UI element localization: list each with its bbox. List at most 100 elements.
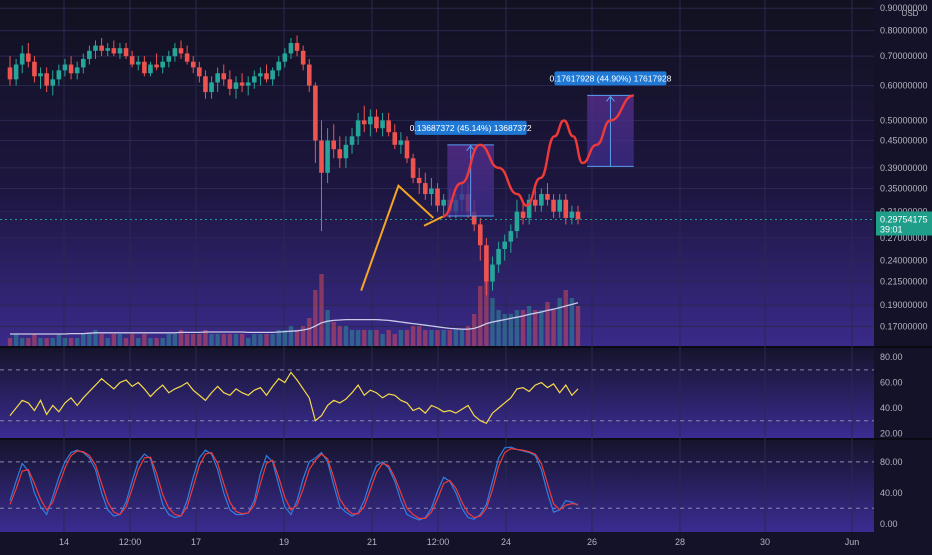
time-tick-label: 24 [501, 537, 511, 547]
volume-bar [575, 306, 581, 346]
candle-body [563, 199, 569, 218]
candle-body [221, 73, 227, 80]
candle [62, 58, 68, 77]
candle [569, 205, 575, 225]
projection-path [442, 94, 635, 218]
rsi-band-lines [0, 369, 874, 422]
candle [13, 58, 19, 86]
volume-bar [355, 330, 361, 346]
volume-bar [13, 334, 19, 346]
candle [319, 120, 324, 232]
volume-bar [410, 326, 416, 346]
volume-bar [514, 310, 520, 346]
candle-body [410, 158, 416, 178]
volume-bar [471, 314, 477, 346]
volume-bar [569, 298, 575, 346]
volume-bar [264, 334, 269, 346]
candle [374, 109, 379, 133]
time-tick-label: 19 [279, 537, 289, 547]
price-range-measure-1: 0.13687372 (45.14%) 13687372 [410, 120, 532, 217]
volume-bar [136, 338, 141, 346]
volume-bar [93, 330, 98, 346]
candle [337, 136, 343, 168]
candle [154, 53, 159, 71]
candle-body [477, 224, 483, 246]
time-tick-label: 26 [587, 537, 597, 547]
volume-bar [62, 338, 68, 346]
volume-bar [539, 310, 544, 346]
candle-body [233, 82, 239, 89]
candle [300, 45, 306, 71]
candle-body [276, 61, 282, 71]
candle [557, 194, 562, 218]
candle-body [32, 61, 37, 77]
stoch-tick-label: 80.00 [880, 457, 903, 467]
candle-body [166, 56, 172, 62]
candle-body [361, 120, 367, 125]
candle-body [215, 73, 220, 83]
current-price-value: 0.29754175 [880, 215, 928, 225]
candle-body [93, 45, 98, 51]
volume-bar [386, 330, 391, 346]
candle-body [386, 120, 391, 133]
volume-bar [307, 318, 312, 346]
candle-body [135, 61, 141, 65]
candle-body [56, 70, 62, 80]
candle-body [343, 144, 349, 159]
volume-bar [44, 338, 49, 346]
candle [392, 124, 398, 150]
volume-bar [197, 334, 202, 346]
candle [38, 67, 43, 89]
candle-body [68, 64, 74, 74]
candle-body [380, 120, 385, 129]
candle-body [441, 199, 446, 206]
volume-bar [172, 334, 178, 346]
volume-bar [282, 330, 288, 346]
candle [160, 56, 165, 74]
candle [50, 70, 56, 96]
candle-body [300, 50, 306, 65]
volume-bar [453, 330, 459, 346]
candle [80, 53, 86, 74]
candle-body [13, 64, 19, 80]
volume-bar [551, 310, 556, 346]
candle-body [111, 48, 117, 54]
volume-bar [123, 338, 129, 346]
drawings[interactable]: 0.13687372 (45.14%) 13687372 0.17617928 (… [0, 71, 874, 291]
candle-body [557, 199, 562, 212]
candle-body [569, 211, 575, 218]
candle [551, 194, 556, 218]
volume-bar [184, 334, 190, 346]
volume-bar [380, 334, 385, 346]
triangle-pattern-upper [360, 184, 435, 291]
volume-bar [68, 338, 74, 346]
volume-bar [502, 314, 507, 346]
volume-bar [252, 334, 257, 346]
candle [239, 73, 245, 93]
candle-body [184, 53, 190, 62]
time-tick-label: 14 [59, 537, 69, 547]
candle [380, 112, 385, 137]
candle-body [142, 61, 147, 74]
candle [74, 61, 80, 80]
volume-bar [270, 334, 275, 346]
measure-label: 0.13687372 (45.14%) 13687372 [410, 123, 532, 133]
volume-bar [557, 298, 562, 346]
time-axis-background [0, 532, 932, 550]
candle [26, 43, 31, 68]
volume-bar [288, 326, 294, 346]
volume-bar [319, 274, 324, 346]
volume-bar [508, 314, 514, 346]
candle [264, 64, 269, 83]
candle-body [551, 199, 556, 212]
volume-bar [227, 334, 233, 346]
candle-body [50, 79, 56, 86]
time-tick-label: 28 [675, 537, 685, 547]
candle-body [484, 245, 489, 282]
volume-bar [337, 326, 343, 346]
time-tick-label: 12:00 [427, 537, 450, 547]
candle [172, 43, 178, 62]
volume-bar [362, 330, 367, 346]
